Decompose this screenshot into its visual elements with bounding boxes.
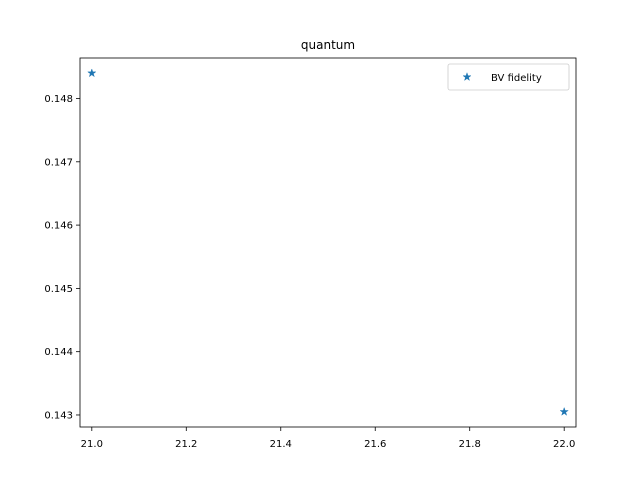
x-tick-label: 21.6 <box>364 439 386 450</box>
x-tick-label: 21.8 <box>459 439 481 450</box>
x-axis: 21.0 21.2 21.4 21.6 21.8 22.0 <box>81 427 575 450</box>
plot-frame <box>79 57 577 428</box>
x-tick-label: 21.0 <box>81 439 103 450</box>
x-tick-label: 21.2 <box>175 439 197 450</box>
legend-label: BV fidelity <box>491 73 542 84</box>
data-points <box>87 68 569 416</box>
y-tick-label: 0.148 <box>44 94 73 105</box>
y-tick-label: 0.147 <box>44 157 73 168</box>
legend-marker-icon <box>462 71 472 82</box>
data-point <box>87 68 97 78</box>
y-tick-label: 0.146 <box>44 221 73 232</box>
chart-title: quantum <box>301 38 355 52</box>
y-tick-label: 0.143 <box>44 410 73 421</box>
legend-box <box>447 63 570 91</box>
data-point <box>559 406 569 416</box>
x-tick-label: 22.0 <box>553 439 575 450</box>
y-tick-label: 0.144 <box>44 347 73 358</box>
y-axis: 0.143 0.144 0.145 0.146 0.147 0.148 <box>44 94 80 421</box>
y-tick-label: 0.145 <box>44 284 73 295</box>
legend: BV fidelity <box>447 63 570 91</box>
x-tick-label: 21.4 <box>270 439 292 450</box>
